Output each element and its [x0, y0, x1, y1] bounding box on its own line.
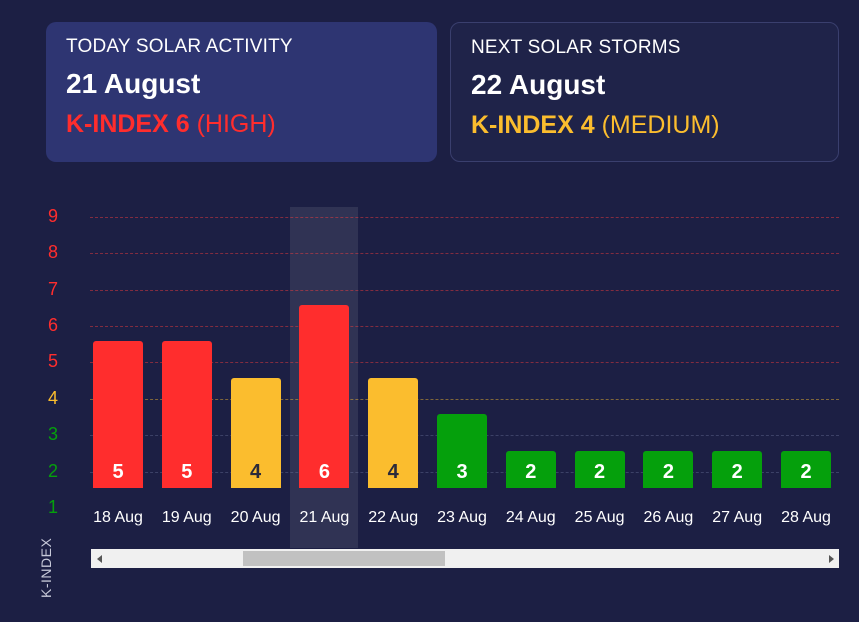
next-card-title: NEXT SOLAR STORMS	[471, 37, 681, 58]
y-tick-label: 7	[47, 278, 58, 299]
x-tick-label: 28 Aug	[781, 509, 831, 526]
bar-value-label: 2	[731, 460, 743, 483]
x-tick-label: 21 Aug	[299, 509, 350, 526]
y-tick-label: 1	[47, 497, 58, 517]
today-kindex-level: (HIGH)	[196, 110, 276, 138]
bar-24-aug[interactable]: 2	[505, 450, 556, 488]
bar-25-aug[interactable]: 2	[574, 450, 625, 488]
gridline	[90, 253, 839, 254]
x-tick-label: 23 Aug	[437, 509, 487, 526]
x-tick-label: 19 Aug	[161, 509, 212, 526]
bar-23-aug[interactable]: 3	[437, 414, 487, 488]
bar-value-label: 2	[594, 460, 606, 483]
bar-value-label: 4	[387, 460, 399, 483]
bar-value-label: 3	[456, 460, 468, 483]
bar-19-aug[interactable]: 5	[161, 341, 212, 488]
y-axis-title: K-INDEX	[38, 537, 54, 598]
bar-27-aug[interactable]: 2	[712, 450, 763, 488]
x-tick-label: 20 Aug	[230, 509, 281, 526]
bar-value-label: 5	[112, 460, 124, 483]
bar-22-aug[interactable]: 4	[368, 377, 419, 488]
x-tick-label: 26 Aug	[643, 509, 694, 526]
y-tick-label: 8	[47, 242, 58, 263]
bar-value-label: 5	[181, 460, 193, 483]
arrow-left-icon	[96, 554, 102, 563]
today-kindex: K-INDEX 6 (HIGH)	[66, 110, 417, 139]
scrollbar-thumb[interactable]	[243, 551, 445, 566]
y-tick-label: 2	[47, 460, 58, 481]
bar-18-aug[interactable]: 5	[93, 341, 143, 488]
x-tick-label: 18 Aug	[93, 509, 143, 526]
next-kindex: K-INDEX 4 (MEDIUM)	[471, 111, 818, 140]
scroll-right-button[interactable]	[823, 549, 839, 568]
x-tick-label: 24 Aug	[505, 509, 556, 526]
y-tick-label: 9	[47, 205, 58, 226]
gridline	[90, 326, 839, 327]
bar-value-label: 6	[318, 461, 330, 483]
y-tick-label: 5	[47, 351, 58, 372]
x-tick-label: 22 Aug	[368, 509, 419, 526]
gridline	[90, 362, 839, 363]
next-kindex-value: K-INDEX 4	[471, 111, 595, 139]
next-card-date: 22 August	[471, 69, 606, 100]
chart-horizontal-scrollbar[interactable]	[91, 549, 839, 568]
bar-value-label: 2	[662, 460, 674, 483]
bar-value-label: 2	[800, 460, 812, 483]
x-tick-label: 25 Aug	[574, 509, 625, 526]
today-solar-activity-card: TODAY SOLAR ACTIVITY 21 August K-INDEX 6…	[46, 22, 437, 162]
today-card-title: TODAY SOLAR ACTIVITY	[66, 36, 293, 57]
today-card-date: 21 August	[66, 68, 201, 99]
arrow-right-icon	[828, 554, 834, 563]
gridline	[90, 217, 839, 218]
bar-28-aug[interactable]: 2	[781, 450, 831, 488]
y-tick-label: 4	[47, 387, 58, 408]
x-tick-label: 27 Aug	[712, 509, 763, 526]
gridline	[90, 290, 839, 291]
bar-21-aug[interactable]: 6	[299, 305, 350, 488]
bar-value-label: 4	[250, 460, 262, 483]
scroll-left-button[interactable]	[91, 549, 107, 568]
y-tick-label: 6	[47, 315, 58, 335]
bar-26-aug[interactable]: 2	[643, 450, 694, 488]
bar-20-aug[interactable]: 4	[230, 377, 281, 488]
y-tick-label: 3	[47, 424, 58, 445]
today-kindex-value: K-INDEX 6	[66, 110, 190, 138]
bar-value-label: 2	[525, 460, 537, 483]
next-kindex-level: (MEDIUM)	[601, 111, 720, 139]
next-solar-storms-card: NEXT SOLAR STORMS 22 August K-INDEX 4 (M…	[450, 22, 839, 162]
gridline	[90, 399, 839, 400]
